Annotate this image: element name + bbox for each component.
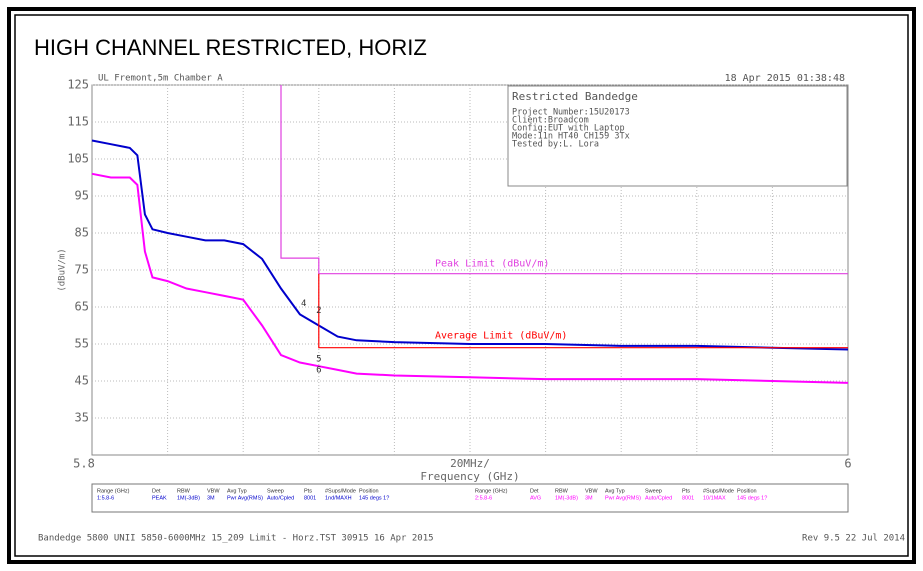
info-line: Mode:11n HT40 CH159 3Tx bbox=[512, 132, 630, 142]
info-line: Tested by:L. Lora bbox=[512, 140, 599, 150]
settings-header: #Sups/Mode bbox=[325, 488, 356, 494]
y-tick-label: 125 bbox=[67, 78, 89, 92]
settings-cell: 145 degs 1? bbox=[737, 495, 767, 501]
series-line bbox=[91, 172, 849, 384]
y-tick-label: 105 bbox=[67, 152, 89, 166]
settings-cell: 10/1MAX bbox=[703, 495, 726, 501]
info-box bbox=[507, 85, 848, 187]
settings-header: Sweep bbox=[267, 488, 284, 494]
info-line: Config:EUT with Laptop bbox=[512, 124, 625, 134]
y-tick-label: 65 bbox=[75, 300, 89, 314]
y-tick-label: 75 bbox=[75, 263, 89, 277]
x-tick-label: 6 bbox=[844, 457, 851, 471]
inner-border bbox=[14, 14, 909, 557]
settings-header: VBW bbox=[585, 488, 598, 494]
settings-header: Range (GHz) bbox=[475, 488, 508, 494]
series-line bbox=[318, 273, 848, 349]
x-axis-label: Frequency (GHz) bbox=[420, 470, 519, 483]
settings-cell: AVG bbox=[530, 495, 541, 501]
x-center-label: 20MHz/ bbox=[450, 457, 490, 470]
y-tick-label: 115 bbox=[67, 115, 89, 129]
settings-cell: 145 degs 1? bbox=[359, 495, 389, 501]
settings-header: Position bbox=[359, 488, 379, 494]
info-line: Client:Broadcom bbox=[512, 116, 589, 126]
footer-right: Rev 9.5 22 Jul 2014 bbox=[802, 534, 905, 544]
x-tick-label: 5.8 bbox=[73, 457, 95, 471]
header-left: UL Fremont,5m Chamber A bbox=[98, 74, 223, 84]
settings-cell: Auto/Cpled bbox=[645, 495, 672, 501]
settings-header: #Sups/Mode bbox=[703, 488, 734, 494]
outer-border bbox=[7, 7, 916, 564]
settings-cell: 2:5.8-6 bbox=[475, 495, 492, 501]
settings-header: Avg Typ bbox=[227, 488, 247, 494]
settings-header: Det bbox=[530, 488, 539, 494]
settings-cell: 3M bbox=[585, 495, 593, 501]
settings-header: Det bbox=[152, 488, 161, 494]
settings-header: Avg Typ bbox=[605, 488, 625, 494]
settings-header: VBW bbox=[207, 488, 220, 494]
settings-cell: 1M(-3dB) bbox=[177, 495, 200, 501]
limit-label: Peak Limit (dBuV/m) bbox=[435, 259, 549, 270]
settings-cell: 1:5.8-6 bbox=[97, 495, 114, 501]
series-line bbox=[280, 85, 848, 275]
settings-cell: 3M bbox=[207, 495, 215, 501]
series-line bbox=[91, 139, 849, 351]
marker-label: 4 bbox=[301, 299, 306, 309]
limit-label: Average Limit (dBuV/m) bbox=[435, 331, 567, 342]
settings-header: Position bbox=[737, 488, 757, 494]
settings-header: Range (GHz) bbox=[97, 488, 130, 494]
settings-header: Sweep bbox=[645, 488, 662, 494]
settings-header: Pts bbox=[304, 488, 312, 494]
settings-cell: 8001 bbox=[304, 495, 316, 501]
settings-header: Pts bbox=[682, 488, 690, 494]
settings-cell: PEAK bbox=[152, 495, 167, 501]
settings-cell: 1M(-3dB) bbox=[555, 495, 578, 501]
header-right: 18 Apr 2015 01:38:48 bbox=[725, 73, 845, 84]
y-tick-label: 55 bbox=[75, 337, 89, 351]
settings-header: RBW bbox=[177, 488, 191, 494]
info-line: Restricted Bandedge bbox=[512, 90, 638, 103]
y-tick-label: 95 bbox=[75, 189, 89, 203]
settings-cell: 1nd/MAXH bbox=[325, 495, 352, 501]
settings-box bbox=[91, 483, 849, 513]
marker-label: 2 bbox=[316, 306, 321, 316]
y-tick-label: 85 bbox=[75, 226, 89, 240]
settings-cell: Pwr Avg(RMS) bbox=[605, 495, 641, 501]
y-tick-label: 35 bbox=[75, 411, 89, 425]
marker-label: 5 bbox=[316, 354, 321, 364]
settings-header: RBW bbox=[555, 488, 569, 494]
y-tick-label: 45 bbox=[75, 374, 89, 388]
footer-left: Bandedge 5800 UNII 5850-6000MHz 15_209 L… bbox=[38, 534, 434, 544]
settings-cell: 8001 bbox=[682, 495, 694, 501]
settings-cell: Auto/Cpled bbox=[267, 495, 294, 501]
info-line: Project Number:15U20173 bbox=[512, 108, 630, 118]
y-axis-label: (dBuV/m) bbox=[58, 248, 68, 291]
chart-title: HIGH CHANNEL RESTRICTED, HORIZ bbox=[34, 35, 427, 60]
settings-cell: Pwr Avg(RMS) bbox=[227, 495, 263, 501]
marker-label: 6 bbox=[316, 365, 321, 375]
